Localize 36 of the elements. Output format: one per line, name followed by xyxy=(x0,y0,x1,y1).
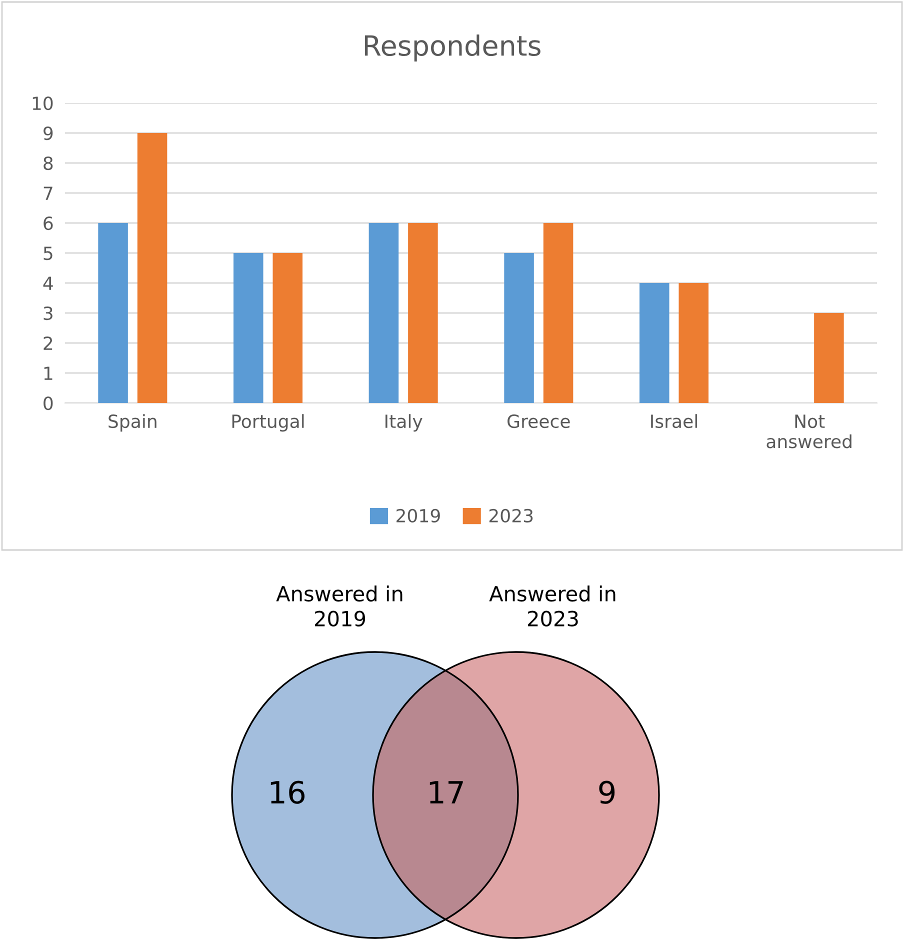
y-tick-label: 7 xyxy=(44,186,52,200)
data-label: 9 xyxy=(599,780,615,804)
category-label: Answered in 2023 xyxy=(489,585,616,626)
x-tick-label: Portugal xyxy=(232,414,304,432)
category-label: Answered in 2019 xyxy=(276,585,402,626)
bar xyxy=(543,223,574,403)
bar xyxy=(233,253,264,403)
y-tick-label: 0 xyxy=(44,396,53,410)
y-tick-label: 4 xyxy=(43,276,53,290)
bar xyxy=(504,253,534,403)
y-tick-label: 2 xyxy=(44,336,52,350)
data-label: 17 xyxy=(430,781,463,804)
y-tick-label: 9 xyxy=(44,126,53,140)
chart-title: Respondents xyxy=(364,34,540,62)
bar xyxy=(98,223,128,403)
x-tick-label: Spain xyxy=(108,414,156,432)
data-label: 16 xyxy=(270,780,305,804)
y-tick-label: 1 xyxy=(44,366,52,380)
bar xyxy=(137,133,168,403)
x-tick-label: Italy xyxy=(386,414,422,432)
bar xyxy=(408,223,438,403)
y-tick-label: 5 xyxy=(44,246,52,260)
x-tick-label: Israel xyxy=(651,414,697,428)
bar xyxy=(272,253,303,403)
y-tick-label: 10 xyxy=(32,96,53,110)
legend-label: 2019 xyxy=(396,508,440,523)
bar xyxy=(368,223,399,403)
bar xyxy=(639,283,670,403)
legend-label: 2023 xyxy=(489,508,533,523)
y-tick-label: 6 xyxy=(44,216,53,230)
bar xyxy=(814,313,844,403)
bar xyxy=(678,283,709,403)
x-tick-label: Greece xyxy=(508,414,570,428)
y-tick-label: 8 xyxy=(44,156,53,170)
y-tick-label: 3 xyxy=(44,306,52,320)
x-tick-label: Not answered xyxy=(766,414,852,448)
